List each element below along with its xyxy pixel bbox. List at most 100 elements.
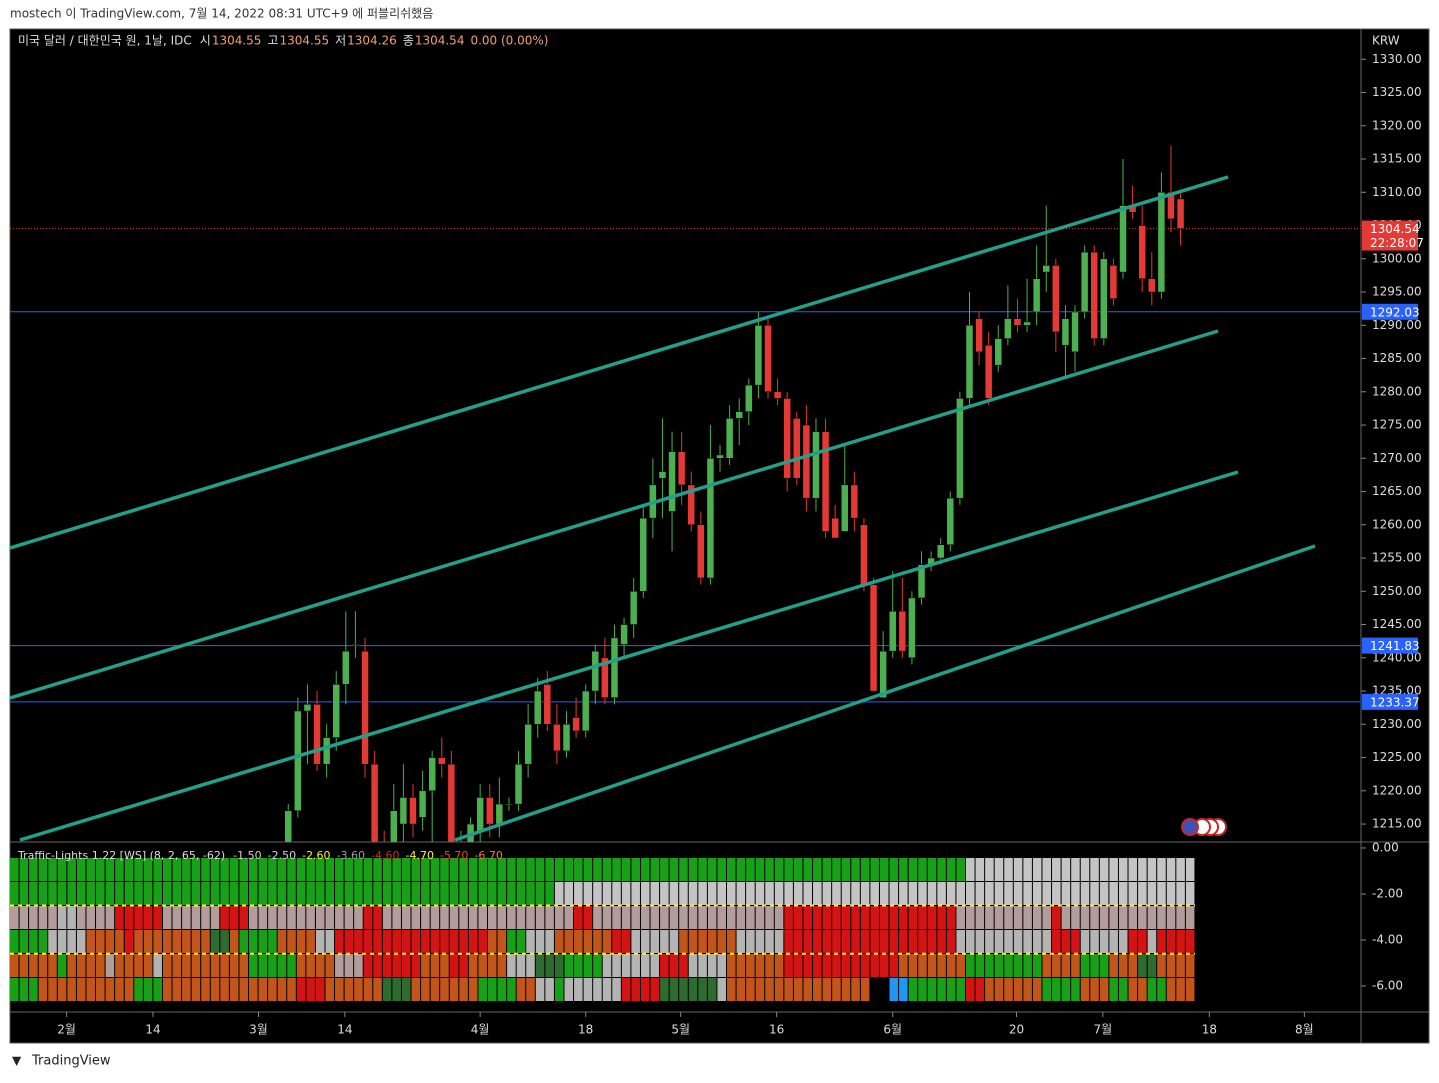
heat-cell bbox=[727, 930, 736, 953]
heat-cell bbox=[1042, 906, 1052, 929]
candle-body bbox=[601, 657, 609, 698]
candle-body bbox=[984, 344, 993, 399]
heat-cell bbox=[593, 858, 602, 881]
heat-cell bbox=[29, 978, 38, 1001]
heat-cell bbox=[937, 930, 946, 953]
heat-cell bbox=[440, 858, 449, 881]
heat-cell bbox=[1109, 978, 1118, 1001]
heat-cell bbox=[956, 978, 965, 1001]
heat-cell bbox=[851, 978, 860, 1001]
heat-cell bbox=[1071, 978, 1080, 1001]
candle-body bbox=[1176, 198, 1185, 229]
heat-cell bbox=[746, 882, 755, 905]
heat-cell bbox=[201, 978, 210, 1001]
heat-cell bbox=[526, 930, 535, 953]
heat-cell bbox=[1023, 906, 1032, 929]
legend-text: 1304.26 bbox=[347, 34, 397, 48]
footer-brand: TradingView bbox=[31, 1054, 111, 1069]
heat-cell bbox=[124, 858, 134, 881]
heat-cell bbox=[1090, 930, 1099, 953]
heat-cell bbox=[497, 906, 507, 929]
heat-cell bbox=[765, 930, 774, 953]
heat-cell bbox=[765, 858, 774, 881]
heat-cell bbox=[1147, 906, 1157, 929]
heat-cell bbox=[698, 906, 707, 929]
heat-cell bbox=[67, 882, 76, 905]
heat-cell bbox=[229, 930, 239, 953]
heat-cell bbox=[1052, 930, 1061, 953]
y-tick-label: 1270.00 bbox=[1372, 451, 1422, 465]
heat-cell bbox=[1032, 858, 1042, 881]
heat-cell bbox=[38, 954, 48, 977]
heat-cell bbox=[554, 930, 564, 953]
heat-cell bbox=[459, 978, 468, 1001]
heat-cell bbox=[1185, 978, 1195, 1001]
candle-body bbox=[869, 584, 878, 692]
heat-cell bbox=[1185, 930, 1195, 953]
heat-cell bbox=[182, 906, 191, 929]
candle-body bbox=[1080, 251, 1089, 313]
heat-cell bbox=[96, 906, 105, 929]
heat-cell bbox=[48, 954, 57, 977]
heat-cell bbox=[994, 858, 1004, 881]
heat-cell bbox=[373, 978, 382, 1001]
heat-cell bbox=[822, 978, 832, 1001]
heat-cell bbox=[765, 882, 774, 905]
heat-cell bbox=[707, 906, 717, 929]
heat-cell bbox=[354, 954, 363, 977]
heat-cell bbox=[239, 858, 248, 881]
heat-cell bbox=[574, 858, 583, 881]
heat-cell bbox=[239, 978, 248, 1001]
heat-cell bbox=[640, 858, 650, 881]
heat-cell bbox=[172, 858, 182, 881]
heat-cell bbox=[841, 930, 851, 953]
candle-body bbox=[716, 454, 724, 459]
heat-cell bbox=[822, 882, 832, 905]
heat-cell bbox=[392, 978, 401, 1001]
heat-cell bbox=[19, 978, 29, 1001]
heat-cell bbox=[162, 906, 172, 929]
heat-cell bbox=[870, 930, 879, 953]
heat-cell bbox=[946, 930, 956, 953]
heat-cell bbox=[143, 858, 153, 881]
heat-cell bbox=[440, 930, 449, 953]
heat-cell bbox=[1185, 906, 1195, 929]
heat-cell bbox=[239, 930, 248, 953]
candle-body bbox=[965, 325, 974, 399]
heat-cell bbox=[650, 858, 660, 881]
heat-cell bbox=[134, 978, 143, 1001]
countdown: 22:28:07 bbox=[1370, 236, 1424, 250]
heat-cell bbox=[57, 954, 67, 977]
heat-cell bbox=[889, 858, 899, 881]
x-tick-label: 7월 bbox=[1094, 1023, 1113, 1037]
event-icon[interactable] bbox=[1181, 818, 1199, 836]
heat-cell bbox=[631, 858, 640, 881]
heat-cell bbox=[1176, 882, 1185, 905]
heat-cell bbox=[344, 954, 354, 977]
heat-cell bbox=[210, 978, 220, 1001]
heat-cell bbox=[468, 954, 478, 977]
heat-cell bbox=[449, 858, 459, 881]
heat-cell bbox=[325, 858, 335, 881]
heat-cell bbox=[908, 906, 918, 929]
heat-cell bbox=[153, 978, 162, 1001]
ind-legend-text: -6.70 bbox=[474, 849, 502, 862]
heat-cell bbox=[937, 978, 946, 1001]
candle-body bbox=[351, 644, 360, 646]
heat-cell bbox=[344, 858, 354, 881]
heat-cell bbox=[134, 858, 143, 881]
heat-cell bbox=[727, 906, 736, 929]
x-tick-label: 5월 bbox=[671, 1023, 690, 1037]
heat-cell bbox=[488, 906, 497, 929]
heat-cell bbox=[1061, 954, 1071, 977]
heat-cell bbox=[220, 954, 229, 977]
y-tick-label: 1330.00 bbox=[1372, 52, 1422, 66]
heat-cell bbox=[516, 882, 526, 905]
candle-body bbox=[812, 431, 820, 499]
heat-cell bbox=[1157, 906, 1166, 929]
heat-cell bbox=[86, 882, 96, 905]
heat-cell bbox=[57, 858, 67, 881]
heat-cell bbox=[966, 954, 975, 977]
heat-cell bbox=[1032, 882, 1042, 905]
heat-cell bbox=[440, 978, 449, 1001]
